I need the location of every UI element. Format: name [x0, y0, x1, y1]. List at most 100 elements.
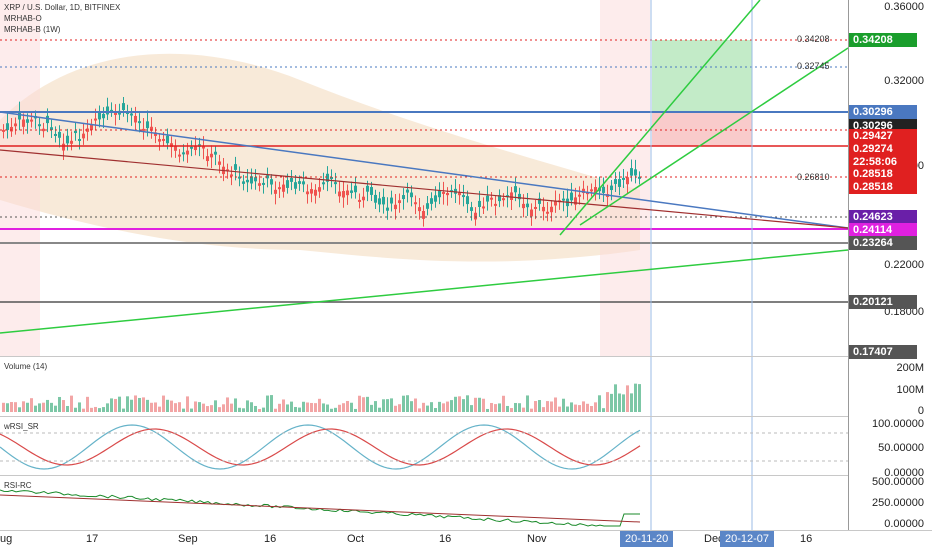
- volume-bar: [390, 398, 393, 412]
- volume-bar: [86, 396, 89, 412]
- trend-line: [0, 111, 849, 229]
- wrsi-line: [0, 424, 641, 470]
- volume-bar: [318, 398, 321, 412]
- candle: [314, 189, 317, 196]
- rsirc-pane-title[interactable]: RSI-RC: [4, 481, 32, 490]
- volume-bar: [322, 403, 325, 412]
- candle: [282, 184, 285, 192]
- volume-bar: [394, 405, 397, 412]
- volume-bar: [154, 402, 157, 412]
- countdown-tag: 22:58:06: [849, 155, 917, 169]
- price-axis-label: 0.18000: [884, 306, 924, 318]
- candle: [214, 151, 217, 155]
- pane-separator[interactable]: [0, 416, 848, 417]
- volume-bar: [326, 404, 329, 412]
- volume-bar: [510, 408, 513, 412]
- candle: [474, 212, 477, 220]
- volume-bar: [474, 397, 477, 412]
- volume-bar: [278, 403, 281, 412]
- candle: [142, 128, 145, 131]
- volume-axis-label: 100M: [896, 384, 924, 396]
- volume-bar: [66, 405, 69, 412]
- volume-axis-label: 0: [917, 405, 924, 417]
- candle: [286, 180, 289, 188]
- volume-bar: [106, 403, 109, 412]
- rsirc-axis-label: 0.00000: [884, 518, 924, 530]
- candle: [494, 203, 497, 206]
- candle: [346, 190, 349, 196]
- pane-separator[interactable]: [0, 356, 848, 357]
- volume-bar: [514, 402, 517, 412]
- volume-bar: [102, 407, 105, 412]
- candle: [82, 133, 85, 139]
- volume-bar: [122, 408, 125, 412]
- pane-separator[interactable]: [0, 475, 848, 476]
- date-label: Nov: [527, 533, 547, 545]
- volume-bar: [518, 403, 521, 412]
- volume-bar: [414, 398, 417, 412]
- volume-bar: [330, 408, 333, 412]
- candle: [106, 106, 109, 115]
- candle: [386, 207, 389, 211]
- rsirc-axis-label: 500.00000: [872, 476, 924, 488]
- date-label: 17: [86, 533, 99, 545]
- candle: [442, 191, 445, 194]
- volume-bar: [310, 402, 313, 412]
- candle: [38, 124, 41, 127]
- candle: [94, 118, 97, 121]
- candle: [318, 187, 321, 192]
- candle: [378, 198, 381, 205]
- volume-bar: [146, 399, 149, 412]
- candle: [326, 173, 329, 182]
- candle: [410, 192, 413, 198]
- price-tag: 0.30296: [849, 105, 917, 119]
- wrsi-pane-title[interactable]: wRSI_SR: [4, 422, 39, 431]
- candle: [426, 203, 429, 209]
- volume-bar: [358, 395, 361, 412]
- volume-bar: [470, 405, 473, 412]
- volume-bar: [350, 402, 353, 412]
- volume-bar: [438, 401, 441, 412]
- volume-pane-title[interactable]: Volume (14): [4, 362, 48, 371]
- volume-bar: [250, 402, 253, 412]
- candle: [254, 177, 257, 182]
- candle: [406, 189, 409, 193]
- date-label: Dec: [704, 533, 724, 545]
- volume-bar: [230, 403, 233, 412]
- candle: [382, 196, 385, 205]
- candle: [614, 179, 617, 184]
- candle: [482, 206, 485, 209]
- indicator-mrhab-b[interactable]: MRHAB-B (1W): [4, 25, 61, 34]
- indicator-mrhab-o[interactable]: MRHAB-O: [4, 14, 42, 23]
- volume-bar: [6, 403, 9, 412]
- candle: [154, 132, 157, 136]
- volume-bar: [214, 400, 217, 412]
- candle: [302, 181, 305, 185]
- volume-bar: [42, 402, 45, 412]
- candle: [570, 192, 573, 201]
- candle: [194, 146, 197, 151]
- candle: [470, 207, 473, 211]
- volume-bar: [338, 404, 341, 412]
- volume-bar: [346, 400, 349, 412]
- volume-bar: [490, 402, 493, 412]
- volume-bar: [194, 401, 197, 412]
- volume-bar: [262, 407, 265, 412]
- price-axis-separator[interactable]: [848, 0, 849, 530]
- volume-bar: [286, 404, 289, 412]
- candle: [630, 168, 633, 176]
- candle: [626, 177, 629, 185]
- volume-bar: [458, 396, 461, 412]
- candle: [210, 153, 213, 158]
- volume-bar: [74, 407, 77, 412]
- candle: [590, 189, 593, 192]
- cloud-band: [0, 53, 640, 262]
- volume-bar: [626, 385, 629, 412]
- volume-bar: [166, 399, 169, 412]
- candle: [42, 128, 45, 132]
- profit-box: [652, 40, 752, 112]
- volume-bar: [242, 408, 245, 412]
- price-axis-label: 0.32000: [884, 75, 924, 87]
